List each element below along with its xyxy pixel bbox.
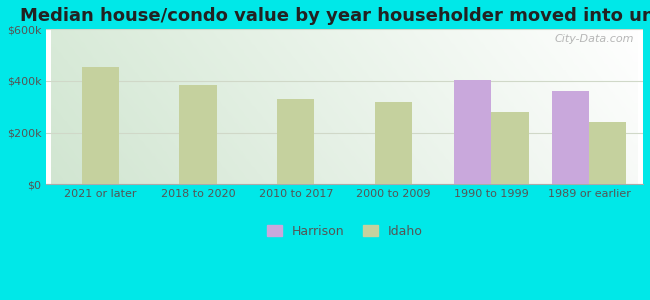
Bar: [454, 80, 491, 184]
Bar: [491, 112, 528, 184]
Text: City-Data.com: City-Data.com: [554, 34, 634, 44]
Bar: [552, 91, 590, 184]
Bar: [179, 85, 216, 184]
Legend: Harrison, Idaho: Harrison, Idaho: [261, 220, 428, 243]
Bar: [590, 122, 627, 184]
Bar: [375, 102, 412, 184]
Bar: [82, 67, 119, 184]
Bar: [278, 99, 315, 184]
Title: Median house/condo value by year householder moved into unit: Median house/condo value by year househo…: [20, 7, 650, 25]
